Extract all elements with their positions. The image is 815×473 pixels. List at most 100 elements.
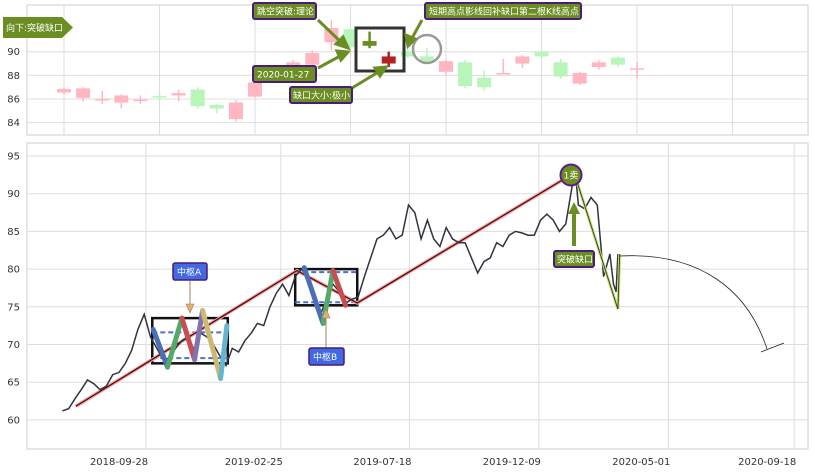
top-candlestick-panel: 84 86 88 90 向下:突破缺口 跳空突破:理论 2020-01-27 <box>3 2 809 136</box>
annotation-arrows <box>316 18 424 90</box>
candle-body <box>515 56 530 64</box>
candle-body <box>171 93 186 96</box>
y-tick-label: 80 <box>7 265 20 276</box>
candle-body <box>362 41 377 46</box>
candle <box>496 58 511 75</box>
bottom-panel-frame <box>26 142 809 450</box>
y-tick-label: 70 <box>7 340 20 351</box>
candle-body <box>95 99 110 101</box>
top-y-axis: 84 86 88 90 <box>7 47 20 129</box>
candle <box>534 50 549 58</box>
candle <box>95 90 110 104</box>
candle-body <box>381 56 396 64</box>
candle-body <box>305 52 320 65</box>
candle <box>114 94 129 109</box>
candle-body <box>209 104 224 109</box>
candle <box>610 56 625 68</box>
candle-body <box>439 61 453 72</box>
candle <box>57 87 71 95</box>
candle <box>248 81 262 98</box>
arrow-up-icon <box>321 308 331 319</box>
candle-body <box>248 82 262 97</box>
candle-body <box>57 88 71 93</box>
label-text: 向下:突破缺口 <box>6 22 63 34</box>
candle <box>133 95 148 104</box>
zigzag-segment <box>218 323 230 381</box>
label-theory: 跳空突破:理论 <box>252 2 317 20</box>
candle <box>553 58 568 79</box>
gap-breakout-label: 突破缺口 <box>553 202 595 268</box>
label-text: 短期高点影线回补缺口第二根K线高点 <box>429 6 579 18</box>
arrow-label-shape <box>3 17 73 38</box>
candle-body <box>152 96 167 98</box>
zigzag-segment <box>301 265 326 326</box>
zigzag-segment <box>192 308 206 363</box>
candle-body <box>572 72 587 84</box>
candle-body <box>114 95 129 103</box>
x-tick-label: 2020-05-01 <box>612 457 670 468</box>
zigzag-segment <box>165 315 185 370</box>
candle <box>76 87 91 102</box>
candle-body <box>553 62 568 77</box>
candle-body <box>400 51 415 57</box>
y-tick-label: 90 <box>7 189 20 200</box>
y-tick-label: 90 <box>7 47 20 58</box>
bottom-x-axis: 2018-09-28 2019-02-25 2019-07-18 2019-12-09… <box>90 457 796 468</box>
candle <box>458 59 473 89</box>
arrow-head <box>404 32 418 50</box>
price-line <box>62 167 619 412</box>
candle-body <box>228 102 243 120</box>
y-tick-label: 86 <box>7 95 20 106</box>
x-tick-label: 2019-02-25 <box>225 457 283 468</box>
zigzag-segment <box>330 268 349 308</box>
candle <box>572 71 587 85</box>
sell-point-marker: 1卖 <box>559 163 583 187</box>
candle-body <box>286 62 301 68</box>
bottom-y-axis: 60 65 70 75 80 85 90 95 <box>7 152 20 427</box>
candle <box>190 87 205 109</box>
label-text: 中枢B <box>313 351 337 363</box>
candle-body <box>133 99 148 102</box>
arrow-head <box>372 65 389 79</box>
candle <box>152 91 167 101</box>
candle-body <box>630 68 644 70</box>
arrow-date <box>317 53 343 70</box>
candle <box>630 62 644 79</box>
projection-end-cap <box>760 342 785 353</box>
gap-fill-circle <box>411 33 443 65</box>
candle <box>591 59 606 70</box>
zigzag-segment <box>179 315 198 363</box>
candle <box>419 48 434 64</box>
candle <box>305 50 320 66</box>
arrow-head <box>334 49 352 63</box>
candle <box>477 70 492 91</box>
zigzag-segment <box>200 308 224 381</box>
label-text: 2020-01-27 <box>257 71 309 81</box>
candle <box>515 55 530 69</box>
candle <box>400 49 415 58</box>
y-tick-label: 60 <box>7 415 20 426</box>
y-tick-label: 95 <box>7 152 20 163</box>
candle <box>381 51 396 68</box>
candle <box>324 19 339 51</box>
candle <box>439 59 453 76</box>
candle-body <box>477 77 492 88</box>
candle-body <box>591 62 606 68</box>
label-text: 缺口大小:极小 <box>293 90 350 102</box>
x-tick-label: 2019-12-09 <box>483 457 541 468</box>
arrow-head <box>333 34 351 51</box>
candle-body <box>324 28 339 43</box>
candle <box>362 31 377 49</box>
y-tick-label: 65 <box>7 378 20 389</box>
candle-body <box>458 62 473 87</box>
candle <box>228 100 243 122</box>
projection-arc <box>619 255 768 350</box>
label-text: 跳空突破:理论 <box>257 6 314 18</box>
candle-body <box>496 72 511 75</box>
candle-body <box>534 51 549 57</box>
top-panel-frame <box>26 4 809 136</box>
candle-body <box>76 88 91 98</box>
x-tick-label: 2020-09-18 <box>738 457 796 468</box>
